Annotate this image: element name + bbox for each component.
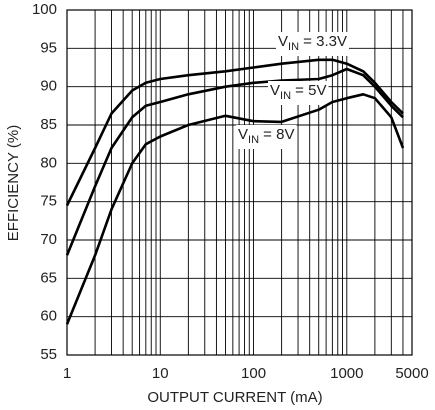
y-tick-label: 65 <box>40 269 57 286</box>
label-background <box>276 32 349 56</box>
y-tick-label: 60 <box>40 308 57 325</box>
y-tick-label: 85 <box>40 116 57 133</box>
label-rest: = 5V <box>291 82 326 99</box>
y-tick-label: 90 <box>40 78 57 95</box>
y-tick-label: 70 <box>40 231 57 248</box>
series-label: VIN = 8V <box>238 126 294 146</box>
y-tick-label: 80 <box>40 154 57 171</box>
y-axis-label: EFFICIENCY (%) <box>5 125 22 241</box>
series-label: VIN = 5V <box>270 82 326 102</box>
y-tick-label: 95 <box>40 39 57 56</box>
x-tick-label: 1000 <box>330 365 363 382</box>
label-subscript: IN <box>288 41 299 53</box>
series-line <box>65 93 405 325</box>
label-main: V <box>270 82 280 99</box>
x-tick-label: 100 <box>241 365 266 382</box>
x-tick-label: 10 <box>152 365 169 382</box>
label-subscript: IN <box>248 134 259 146</box>
y-tick-label: 100 <box>32 1 57 18</box>
x-axis-label: OUTPUT CURRENT (mA) <box>147 389 322 406</box>
label-background <box>236 125 297 149</box>
label-subscript: IN <box>280 90 291 102</box>
y-tick-label: 55 <box>40 346 57 363</box>
y-tick-label: 75 <box>40 193 57 210</box>
series-line <box>65 67 404 256</box>
label-rest: = 8V <box>259 126 294 143</box>
plot-frame <box>66 9 413 356</box>
series-line <box>65 58 404 207</box>
x-tick-label: 5000 <box>395 365 428 382</box>
label-main: V <box>278 33 288 50</box>
label-background <box>268 81 329 105</box>
label-main: V <box>238 126 248 143</box>
series-label: VIN = 3.3V <box>278 33 347 53</box>
x-tick-label: 1 <box>63 365 71 382</box>
label-rest: = 3.3V <box>299 33 347 50</box>
